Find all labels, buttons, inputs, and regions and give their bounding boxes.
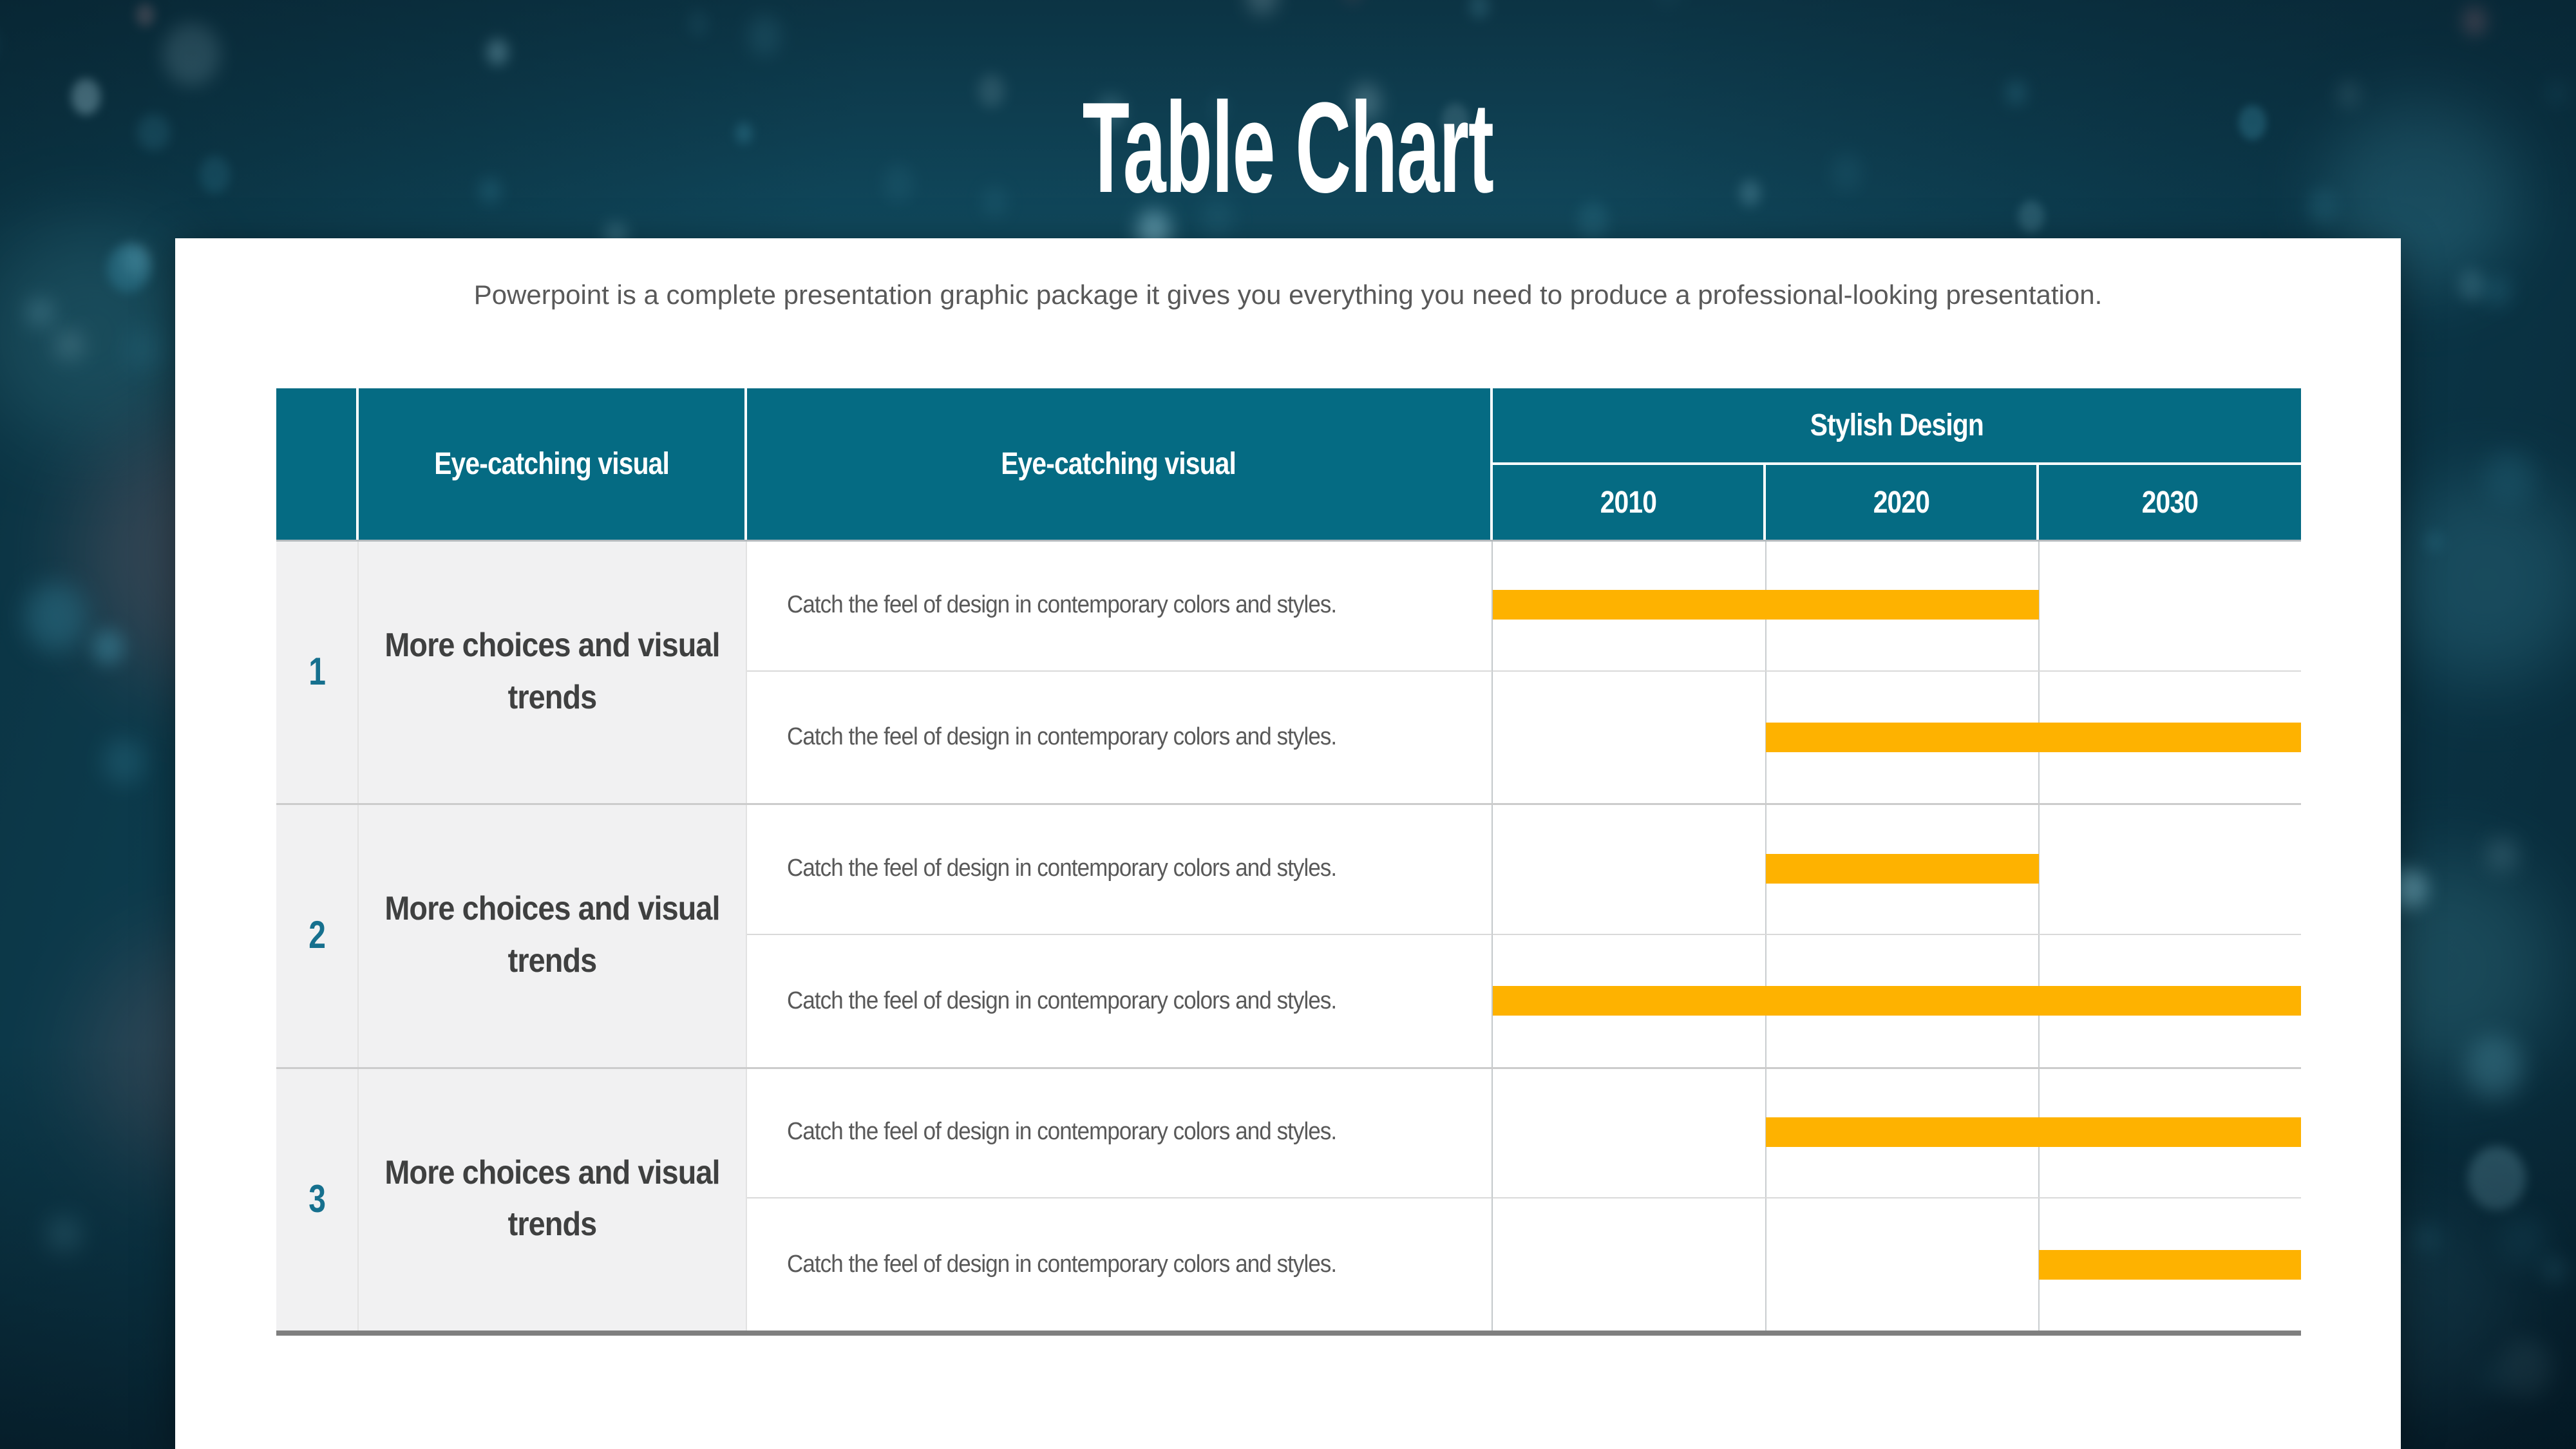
page-title-wrap: Table Chart — [0, 74, 2576, 222]
year-header-2010: 2010 — [1493, 465, 1766, 540]
bokeh-dot — [2466, 1036, 2523, 1099]
gantt-cell — [1493, 1198, 2301, 1331]
bokeh-dot — [1246, 0, 1278, 14]
bokeh-dot — [0, 225, 200, 444]
content-card: Powerpoint is a complete presentation gr… — [175, 238, 2401, 1449]
gantt-bar — [1493, 986, 2301, 1016]
page-title: Table Chart — [1083, 74, 1493, 222]
bokeh-dot — [2486, 280, 2506, 301]
visual-header-cell-2: Eye-catching visual — [747, 388, 1493, 540]
bokeh-dot — [687, 10, 710, 38]
bokeh-dot — [126, 329, 163, 370]
group-number-cell: 1 — [276, 540, 359, 803]
year-header-2020: 2020 — [1766, 465, 2039, 540]
group-separator-line — [276, 803, 2301, 805]
bokeh-dot — [2499, 1215, 2548, 1270]
bokeh-dot — [1469, 0, 1490, 19]
gantt-cell — [1493, 540, 2301, 672]
bokeh-dot — [2488, 840, 2515, 870]
year-header-2030: 2030 — [2039, 465, 2301, 540]
description-cell: Catch the feel of design in contemporary… — [747, 803, 1493, 935]
slide: Table Chart Powerpoint is a complete pre… — [0, 0, 2576, 1449]
gantt-bar — [1493, 590, 2039, 620]
gantt-cell — [1493, 1067, 2301, 1199]
description-cell: Catch the feel of design in contemporary… — [747, 935, 1493, 1067]
table-chart: Eye-catching visual Eye-catching visual … — [276, 388, 2301, 1336]
gantt-cell — [1493, 935, 2301, 1067]
description-cell: Catch the feel of design in contemporary… — [747, 1067, 1493, 1199]
bokeh-dot — [1654, 0, 1682, 5]
gantt-bar — [1766, 723, 2301, 752]
description-cell: Catch the feel of design in contemporary… — [747, 540, 1493, 672]
description-cell: Catch the feel of design in contemporary… — [747, 1198, 1493, 1331]
bokeh-dot — [2383, 477, 2576, 683]
group-label-cell: More choices and visual trends — [359, 540, 747, 803]
visual-header-cell-1: Eye-catching visual — [359, 388, 747, 540]
gantt-bar — [2039, 1250, 2301, 1280]
stylish-design-header-cell: Stylish Design — [1493, 388, 2301, 465]
bokeh-dot — [92, 629, 124, 664]
group-label-cell: More choices and visual trends — [359, 1067, 747, 1331]
bokeh-dot — [2484, 451, 2534, 507]
corner-header-cell — [276, 388, 359, 540]
bokeh-dot — [59, 334, 80, 357]
bokeh-dot — [25, 583, 87, 650]
table-bottom-border — [276, 1331, 2301, 1336]
bokeh-dot — [2468, 1146, 2526, 1210]
bokeh-dot — [2463, 6, 2486, 35]
bokeh-dot — [748, 14, 782, 56]
bokeh-dot — [50, 1218, 79, 1251]
page-subtitle: Powerpoint is a complete presentation gr… — [175, 278, 2401, 312]
bokeh-dot — [2424, 530, 2445, 553]
bokeh-dot — [2483, 1367, 2504, 1390]
group-separator-line — [276, 1067, 2301, 1069]
bokeh-dot — [1342, 0, 1363, 3]
gantt-bar — [1766, 1117, 2301, 1147]
description-cell: Catch the feel of design in contemporary… — [747, 672, 1493, 804]
bokeh-dot — [2544, 1258, 2566, 1282]
gantt-bar — [1766, 854, 2039, 884]
bokeh-dot — [2499, 1340, 2552, 1398]
group-label-cell: More choices and visual trends — [359, 803, 747, 1066]
bokeh-dot — [136, 3, 155, 26]
header-separator-line — [276, 540, 2301, 542]
bokeh-dot — [103, 738, 146, 785]
gantt-cell — [1493, 672, 2301, 804]
bokeh-dot — [107, 245, 150, 292]
gantt-cell — [1493, 803, 2301, 935]
group-number-cell: 2 — [276, 803, 359, 1066]
bokeh-dot — [487, 39, 508, 65]
group-number-cell: 3 — [276, 1067, 359, 1331]
